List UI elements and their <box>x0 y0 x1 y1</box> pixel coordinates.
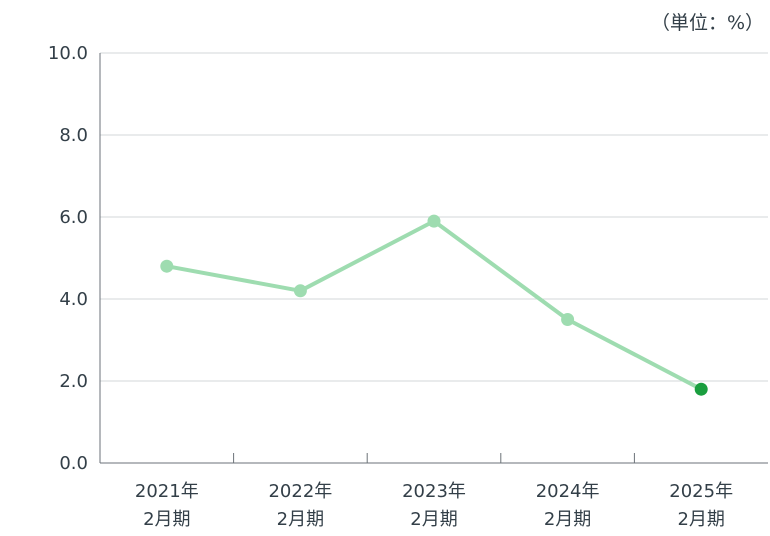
y-tick-label: 0.0 <box>59 453 88 474</box>
x-tick-label: 2022年 <box>268 481 332 502</box>
x-tick-label: 2月期 <box>143 509 190 530</box>
x-tick-label: 2023年 <box>402 481 466 502</box>
data-point <box>160 259 174 273</box>
data-point <box>427 214 441 228</box>
y-tick-label: 6.0 <box>59 207 88 228</box>
y-tick-label: 10.0 <box>48 43 88 64</box>
x-tick-label: 2月期 <box>677 509 724 530</box>
y-tick-label: 4.0 <box>59 289 88 310</box>
data-point <box>293 284 307 298</box>
series-line <box>164 219 704 392</box>
x-tick-label: 2月期 <box>277 509 324 530</box>
y-tick-label: 8.0 <box>59 125 88 146</box>
unit-label: （単位：%） <box>650 12 764 34</box>
y-tick-label: 2.0 <box>59 371 88 392</box>
x-tick-label: 2月期 <box>410 509 457 530</box>
x-tick-label: 2025年 <box>669 481 733 502</box>
data-point <box>694 382 708 396</box>
x-tick-label: 2021年 <box>135 481 199 502</box>
data-point <box>561 313 575 326</box>
x-tick-label: 2月期 <box>544 509 591 530</box>
x-tick-label: 2024年 <box>536 481 600 502</box>
